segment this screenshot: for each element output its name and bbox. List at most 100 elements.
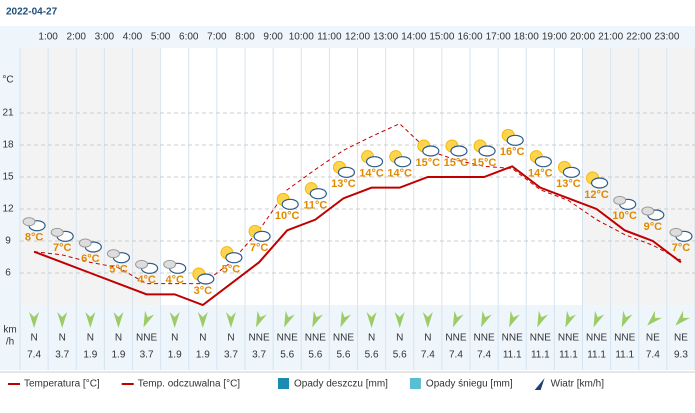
wind-arrow xyxy=(481,310,492,328)
arrow-shape xyxy=(565,310,577,328)
wind-direction: N xyxy=(87,333,94,344)
temp-label: 3°C xyxy=(194,285,213,297)
wind-speed: 7.4 xyxy=(421,350,435,361)
y-tick-label: 18 xyxy=(2,140,14,151)
arrow-shape xyxy=(452,310,464,328)
wind-speed: 5.6 xyxy=(308,350,322,361)
arrow-shape xyxy=(621,310,633,328)
wind-arrow xyxy=(197,312,208,328)
temp-label: 15°C xyxy=(444,157,469,169)
hour-label: 10:00 xyxy=(289,32,314,43)
legend-label: Temperatura [°C] xyxy=(24,379,100,390)
wind-arrow xyxy=(57,312,68,328)
hour-label: 11:00 xyxy=(317,32,342,43)
wind-direction: NNE xyxy=(530,333,551,344)
temp-label: 4°C xyxy=(165,274,184,286)
wind-arrow xyxy=(169,312,180,328)
weather-icon xyxy=(613,195,637,210)
hour-label: 6:00 xyxy=(179,32,199,43)
cloud xyxy=(590,177,609,189)
cloud xyxy=(422,145,440,157)
weather-icon xyxy=(641,206,665,221)
wind-speed: 1.9 xyxy=(168,350,182,361)
hour-label: 12:00 xyxy=(345,32,370,43)
legend-swatch xyxy=(409,378,421,389)
cloud xyxy=(478,145,496,157)
wind-speed: 1.9 xyxy=(83,350,97,361)
hour-label: 2:00 xyxy=(67,32,87,43)
hour-label: 9:00 xyxy=(263,32,283,43)
wind-direction: NNE xyxy=(474,333,495,344)
wind-arrow xyxy=(366,312,377,328)
temp-label: 15°C xyxy=(416,157,441,169)
wind-speed: 7.4 xyxy=(477,350,491,361)
hour-label: 16:00 xyxy=(457,32,482,43)
weather-icon xyxy=(445,139,468,157)
y-unit: °C xyxy=(2,75,13,86)
wind-speed: 9.3 xyxy=(674,350,688,361)
hour-label: 4:00 xyxy=(123,32,143,43)
arrow-shape xyxy=(113,312,124,328)
cloud xyxy=(253,230,271,242)
wind-arrow xyxy=(143,310,155,328)
wind-arrow xyxy=(312,310,323,328)
wind-direction: N xyxy=(424,333,431,344)
wind-arrow xyxy=(422,312,433,328)
cloud xyxy=(78,238,92,248)
wind-arrow xyxy=(29,312,40,328)
weather-icon xyxy=(220,246,243,264)
cloud xyxy=(281,198,299,210)
temp-label: 7°C xyxy=(672,242,691,254)
wind-arrow xyxy=(85,312,96,328)
legend-arrow xyxy=(534,378,545,390)
cloud xyxy=(225,252,243,264)
legend-swatch xyxy=(278,378,289,389)
arrow-shape xyxy=(197,312,208,328)
cloud xyxy=(562,166,581,178)
temp-label: 6°C xyxy=(81,253,100,265)
temp-label: 12°C xyxy=(584,189,609,201)
weather-icon xyxy=(361,150,384,168)
y-tick-label: 15 xyxy=(2,172,14,183)
arrow-shape xyxy=(225,312,236,328)
wind-unit: km xyxy=(3,325,16,336)
arrow-shape xyxy=(169,312,180,328)
wind-arrow xyxy=(621,310,633,328)
wind-arrow xyxy=(675,310,691,326)
wind-speed: 5.6 xyxy=(336,350,350,361)
wind-direction: N xyxy=(115,333,122,344)
arrow-shape xyxy=(509,310,520,328)
wind-speed: 5.6 xyxy=(280,350,294,361)
wind-speed: 7.4 xyxy=(27,350,41,361)
date: 2022-04-27 xyxy=(6,7,58,18)
wind-arrow xyxy=(565,310,577,328)
wind-arrow xyxy=(593,310,605,328)
arrow-shape xyxy=(647,310,663,326)
wind-speed: 3.7 xyxy=(55,350,69,361)
weather-icon xyxy=(417,139,440,157)
weather-icon xyxy=(276,192,299,210)
wind-arrow xyxy=(340,310,352,328)
wind-direction: NNE xyxy=(277,333,298,344)
wind-arrow xyxy=(113,312,124,328)
y-tick-label: 12 xyxy=(2,204,14,215)
legend-label: Wiatr [km/h] xyxy=(551,379,605,390)
wind-speed: 11.1 xyxy=(503,350,522,361)
arrow-shape xyxy=(340,310,352,328)
cloud xyxy=(613,195,627,205)
wind-arrow xyxy=(225,312,236,328)
wind-arrow xyxy=(537,310,548,328)
hour-label: 17:00 xyxy=(486,32,511,43)
cloud xyxy=(450,145,468,157)
weather-icon xyxy=(669,227,693,242)
arrow-shape xyxy=(256,310,267,328)
hour-label: 14:00 xyxy=(401,32,426,43)
weather-icon xyxy=(135,259,159,274)
weather-icon xyxy=(557,160,581,178)
y-tick-label: 6 xyxy=(5,268,11,279)
temp-label: 14°C xyxy=(359,168,384,180)
wind-direction: NNE xyxy=(558,333,579,344)
wind-direction: NNE xyxy=(586,333,607,344)
wind-unit: /h xyxy=(6,337,14,348)
temp-label: 14°C xyxy=(528,168,553,180)
